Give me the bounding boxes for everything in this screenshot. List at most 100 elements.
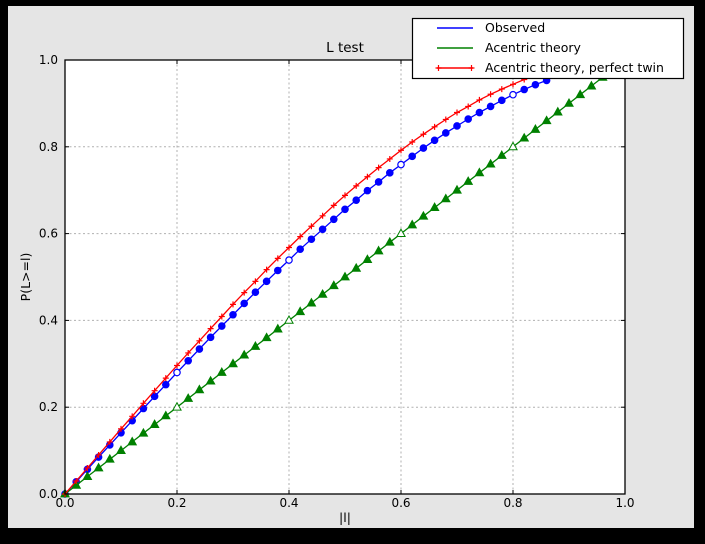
triangle-marker <box>82 471 93 481</box>
triangle-marker <box>429 202 440 211</box>
plus-marker <box>118 425 124 432</box>
triangle-marker <box>172 401 182 411</box>
triangle-marker <box>373 245 384 255</box>
plus-marker <box>454 109 460 116</box>
x-tick-label: 0.8 <box>503 496 522 510</box>
triangle-marker <box>116 445 126 454</box>
plus-marker <box>386 155 393 162</box>
triangle-marker <box>328 280 339 290</box>
plus-marker <box>174 362 180 369</box>
x-tick-labels: 0.0 0.2 0.4 0.6 0.8 1.0 <box>55 496 634 510</box>
x-axis-label: |l| <box>339 510 351 525</box>
circle-marker <box>509 90 517 99</box>
triangle-marker <box>575 89 586 99</box>
plus-marker <box>263 266 270 273</box>
circle-marker <box>464 115 473 123</box>
y-tick-label: 0.8 <box>39 140 58 154</box>
circle-marker <box>430 136 439 145</box>
triangle-marker <box>340 271 350 281</box>
circle-marker <box>307 235 316 244</box>
triangle-marker <box>284 314 294 324</box>
legend-entry-perfect-twin: Acentric theory, perfect twin <box>435 60 664 75</box>
triangle-marker <box>508 141 518 151</box>
triangle-marker <box>261 332 272 342</box>
triangle-marker <box>474 167 485 177</box>
circle-marker <box>419 144 428 152</box>
plus-marker <box>487 91 494 98</box>
triangle-marker <box>384 236 395 246</box>
triangle-marker <box>194 384 205 394</box>
plus-marker <box>465 103 472 110</box>
circle-marker <box>453 122 461 130</box>
y-tick-label: 0.6 <box>39 227 58 241</box>
plus-marker <box>319 212 326 219</box>
plus-marker <box>274 255 281 262</box>
circle-marker <box>318 225 327 234</box>
y-tick-label: 1.0 <box>39 53 58 67</box>
legend-plus-markers <box>435 65 475 71</box>
circle-marker <box>385 169 394 177</box>
plus-marker <box>129 413 136 420</box>
plus-marker <box>151 387 158 394</box>
plus-marker <box>185 349 192 356</box>
plus-marker <box>297 233 304 240</box>
circle-marker <box>251 288 260 296</box>
plus-marker <box>162 375 169 382</box>
circle-marker <box>162 380 170 389</box>
plus-marker <box>476 96 483 103</box>
triangle-marker <box>496 150 507 159</box>
triangle-marker <box>440 193 451 203</box>
y-tick-label: 0.2 <box>39 400 58 414</box>
circle-marker <box>408 152 417 161</box>
y-axis-label: P(L>=l) <box>18 253 33 302</box>
plus-marker <box>73 477 80 484</box>
plus-marker <box>241 289 248 296</box>
axes-frame <box>64 59 626 495</box>
data-series <box>60 54 630 498</box>
plus-marker <box>398 147 404 154</box>
triangle-marker <box>519 132 530 142</box>
circle-marker <box>285 256 293 264</box>
circle-marker <box>262 277 271 286</box>
triangle-marker <box>564 97 574 107</box>
plus-marker <box>442 116 449 123</box>
plus-marker <box>498 86 505 93</box>
circle-marker <box>273 266 282 275</box>
x-tick-label: 0.2 <box>167 496 186 510</box>
y-tick-label: 0.0 <box>39 487 58 501</box>
gridlines <box>65 60 625 494</box>
circle-marker <box>520 85 529 94</box>
plus-marker <box>308 223 315 230</box>
triangle-marker <box>71 479 82 489</box>
circle-marker <box>195 345 204 353</box>
triangle-marker <box>295 306 306 316</box>
plus-marker <box>84 464 91 471</box>
triangle-marker <box>306 297 317 307</box>
plus-marker <box>252 278 259 285</box>
circle-marker <box>374 178 383 186</box>
circle-marker <box>397 160 405 169</box>
triangle-marker <box>205 375 216 385</box>
plus-marker <box>106 438 113 445</box>
circle-marker <box>486 102 495 111</box>
triangle-marker <box>183 393 194 402</box>
triangle-marker <box>452 184 462 194</box>
triangle-marker <box>127 436 138 446</box>
triangle-marker <box>216 367 227 376</box>
plus-marker <box>286 244 292 251</box>
circle-marker <box>240 299 249 308</box>
legend-label-observed: Observed <box>485 20 545 35</box>
plus-marker <box>95 451 102 458</box>
triangle-marker <box>239 349 250 359</box>
circle-marker <box>229 310 237 319</box>
plus-marker <box>409 139 416 146</box>
triangle-marker <box>317 288 328 298</box>
y-tick-label: 0.4 <box>39 313 58 327</box>
plus-marker <box>353 182 360 189</box>
plus-marker <box>230 301 236 308</box>
series-line <box>64 71 547 495</box>
plus-marker <box>207 325 214 332</box>
circle-marker <box>352 196 361 204</box>
circle-marker <box>475 108 484 117</box>
triangle-marker <box>362 254 373 264</box>
